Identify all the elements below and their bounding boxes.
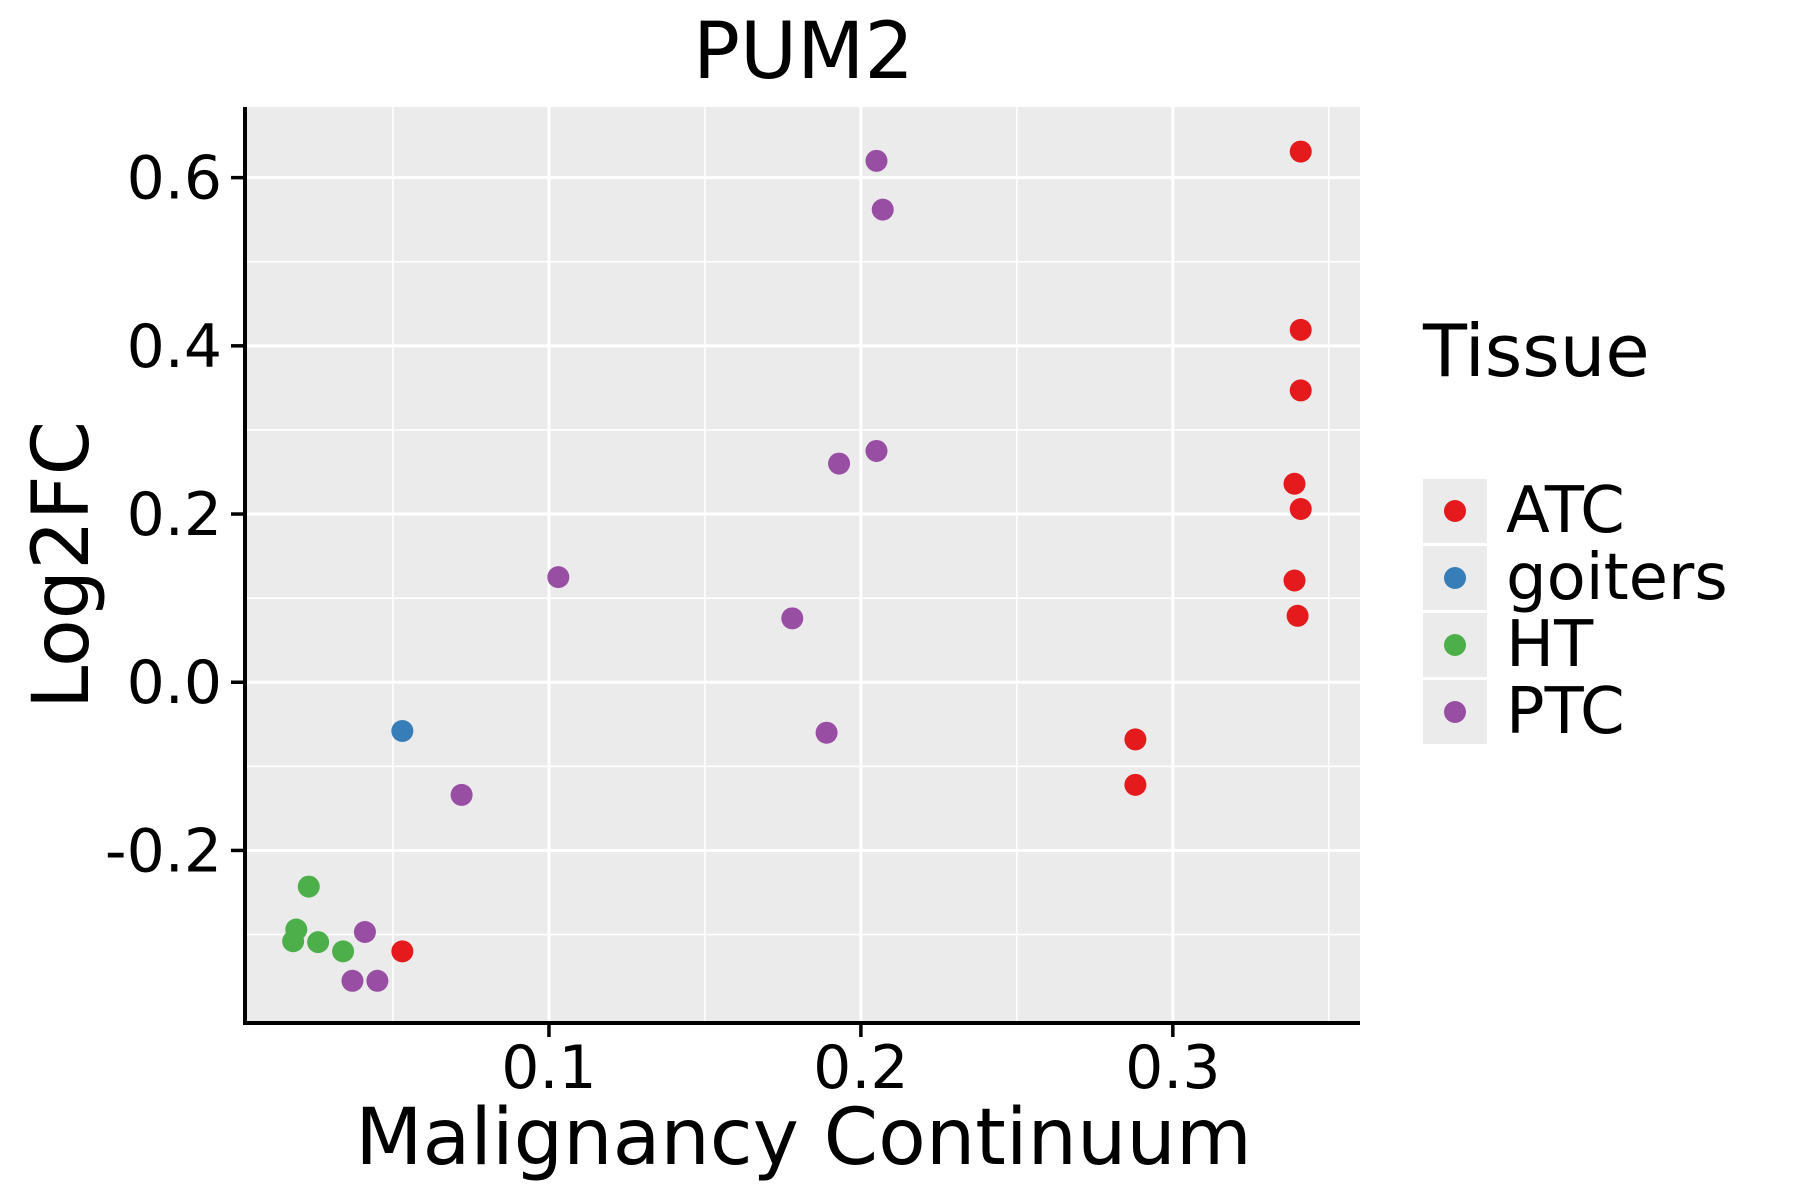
legend-item-label: ATC xyxy=(1506,474,1625,548)
data-point-ATC xyxy=(1286,604,1309,627)
legend-key xyxy=(1423,546,1487,610)
data-point-HT xyxy=(332,940,355,963)
y-tick-label: 0.0 xyxy=(127,648,222,718)
legend-item-label: PTC xyxy=(1506,675,1625,749)
data-point-ATC xyxy=(1283,569,1306,592)
y-tick-label: 0.4 xyxy=(127,312,222,382)
x-tick-label: 0.3 xyxy=(1125,1033,1220,1103)
data-point-goiters xyxy=(391,720,414,743)
data-point-PTC xyxy=(815,721,838,744)
plot-title: PUM2 xyxy=(692,7,915,97)
data-point-PTC xyxy=(865,149,888,172)
y-tick-label: -0.2 xyxy=(105,816,222,886)
x-tick-label: 0.2 xyxy=(813,1033,908,1103)
legend-key xyxy=(1423,680,1487,744)
data-point-ATC xyxy=(1283,472,1306,495)
plot-panel xyxy=(247,107,1360,1022)
data-point-PTC xyxy=(828,452,851,475)
legend-item-label: HT xyxy=(1506,608,1594,682)
legend-title: Tissue xyxy=(1423,309,1650,393)
data-point-PTC xyxy=(353,921,376,944)
data-point-HT xyxy=(307,931,330,954)
data-point-HT xyxy=(297,875,320,898)
data-point-ATC xyxy=(1289,497,1312,520)
legend-item-label: goiters xyxy=(1506,541,1728,615)
y-tick-label: 0.6 xyxy=(127,144,222,214)
legend-item-HT: HT xyxy=(1423,613,1728,677)
data-point-ATC xyxy=(391,940,414,963)
legend-items: ATC goiters HT PTC xyxy=(1423,479,1728,744)
legend-dot-icon xyxy=(1444,634,1466,656)
data-point-PTC xyxy=(366,969,389,992)
data-point-ATC xyxy=(1289,318,1312,341)
data-point-PTC xyxy=(341,969,364,992)
data-point-ATC xyxy=(1124,728,1147,751)
x-tick-label: 0.1 xyxy=(501,1033,596,1103)
data-point-PTC xyxy=(450,783,473,806)
legend-item-PTC: PTC xyxy=(1423,680,1728,744)
legend-item-goiters: goiters xyxy=(1423,546,1728,610)
data-point-PTC xyxy=(871,198,894,221)
data-point-ATC xyxy=(1289,140,1312,163)
legend-dot-icon xyxy=(1444,701,1466,723)
data-point-PTC xyxy=(547,566,570,589)
data-point-PTC xyxy=(781,607,804,630)
data-point-ATC xyxy=(1124,773,1147,796)
y-tick-label: 0.2 xyxy=(127,480,222,550)
data-point-HT xyxy=(282,930,305,953)
x-axis-title: Malignancy Continuum xyxy=(355,1093,1252,1183)
data-point-ATC xyxy=(1289,379,1312,402)
legend-key xyxy=(1423,613,1487,677)
legend-key xyxy=(1423,479,1487,543)
legend-dot-icon xyxy=(1444,567,1466,589)
legend-dot-icon xyxy=(1444,500,1466,522)
y-axis-title: Log2FC xyxy=(17,420,107,710)
data-point-PTC xyxy=(865,439,888,462)
legend-item-ATC: ATC xyxy=(1423,479,1728,543)
